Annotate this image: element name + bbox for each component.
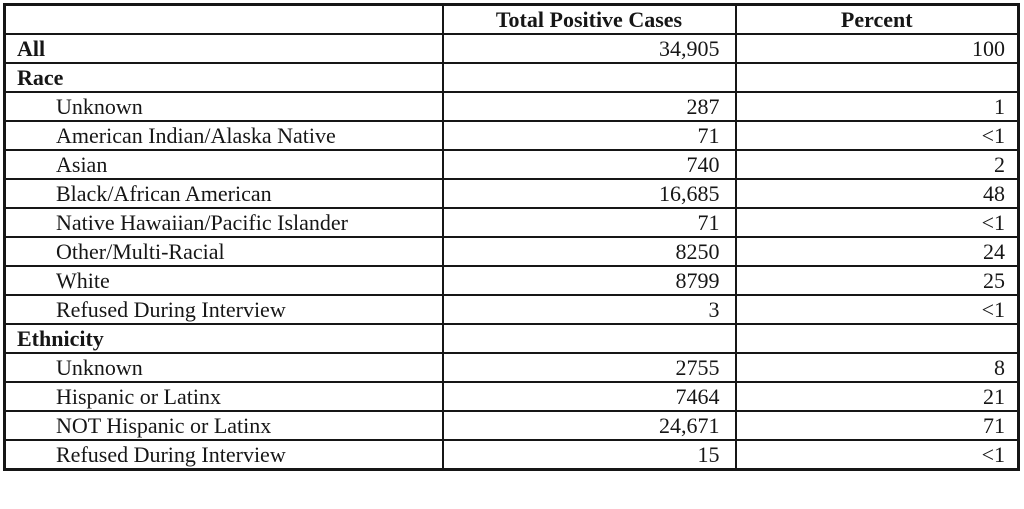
- table-row: Black/African American 16,685 48: [3, 178, 1020, 209]
- row-label: Hispanic or Latinx: [3, 381, 444, 412]
- row-label-category: All: [3, 33, 444, 64]
- percent-value: [734, 62, 1020, 93]
- row-label-category: Ethnicity: [3, 323, 444, 354]
- total-positive-cases-value: 34,905: [441, 33, 737, 64]
- row-label-category: Race: [3, 62, 444, 93]
- total-positive-cases-value: 7464: [441, 381, 737, 412]
- percent-value: 24: [734, 236, 1020, 267]
- total-positive-cases-value: 16,685: [441, 178, 737, 209]
- total-positive-cases-value: 15: [441, 439, 737, 471]
- total-positive-cases-value: [441, 323, 737, 354]
- row-label: Asian: [3, 149, 444, 180]
- positive-cases-table: Total Positive Cases Percent All 34,905 10…: [3, 3, 1020, 471]
- row-label: Black/African American: [3, 178, 444, 209]
- percent-value: <1: [734, 439, 1020, 471]
- table-body: All 34,905 100 Race Unknown 287 1 American Indi…: [3, 33, 1020, 471]
- row-label: Other/Multi-Racial: [3, 236, 444, 267]
- percent-value: 21: [734, 381, 1020, 412]
- table-row: Refused During Interview 3 <1: [3, 294, 1020, 325]
- table-row: Race: [3, 62, 1020, 93]
- table-row: Native Hawaiian/Pacific Islander 71 <1: [3, 207, 1020, 238]
- table-row: Other/Multi-Racial 8250 24: [3, 236, 1020, 267]
- percent-value: [734, 323, 1020, 354]
- row-label: Refused During Interview: [3, 294, 444, 325]
- percent-value: 71: [734, 410, 1020, 441]
- percent-value: 100: [734, 33, 1020, 64]
- row-label: Native Hawaiian/Pacific Islander: [3, 207, 444, 238]
- percent-value: 48: [734, 178, 1020, 209]
- total-positive-cases-value: 287: [441, 91, 737, 122]
- row-label: Unknown: [3, 91, 444, 122]
- total-positive-cases-value: [441, 62, 737, 93]
- column-header-category: [3, 3, 444, 35]
- column-header-total-positive-cases: Total Positive Cases: [441, 3, 737, 35]
- table-row: Asian 740 2: [3, 149, 1020, 180]
- total-positive-cases-value: 8799: [441, 265, 737, 296]
- total-positive-cases-value: 2755: [441, 352, 737, 383]
- table-row: Refused During Interview 15 <1: [3, 439, 1020, 471]
- table-row: All 34,905 100: [3, 33, 1020, 64]
- table-row: Unknown 287 1: [3, 91, 1020, 122]
- total-positive-cases-value: 3: [441, 294, 737, 325]
- header-row: Total Positive Cases Percent: [3, 3, 1020, 35]
- percent-value: <1: [734, 207, 1020, 238]
- table-row: Ethnicity: [3, 323, 1020, 354]
- total-positive-cases-value: 24,671: [441, 410, 737, 441]
- table-row: Unknown 2755 8: [3, 352, 1020, 383]
- row-label: White: [3, 265, 444, 296]
- table-row: American Indian/Alaska Native 71 <1: [3, 120, 1020, 151]
- row-label: Refused During Interview: [3, 439, 444, 471]
- percent-value: 1: [734, 91, 1020, 122]
- row-label: Unknown: [3, 352, 444, 383]
- total-positive-cases-value: 740: [441, 149, 737, 180]
- total-positive-cases-value: 8250: [441, 236, 737, 267]
- column-header-percent: Percent: [734, 3, 1020, 35]
- row-label: NOT Hispanic or Latinx: [3, 410, 444, 441]
- row-label: American Indian/Alaska Native: [3, 120, 444, 151]
- total-positive-cases-value: 71: [441, 120, 737, 151]
- total-positive-cases-value: 71: [441, 207, 737, 238]
- percent-value: 2: [734, 149, 1020, 180]
- percent-value: 8: [734, 352, 1020, 383]
- percent-value: <1: [734, 294, 1020, 325]
- table-row: NOT Hispanic or Latinx 24,671 71: [3, 410, 1020, 441]
- percent-value: <1: [734, 120, 1020, 151]
- table-row: Hispanic or Latinx 7464 21: [3, 381, 1020, 412]
- percent-value: 25: [734, 265, 1020, 296]
- table-row: White 8799 25: [3, 265, 1020, 296]
